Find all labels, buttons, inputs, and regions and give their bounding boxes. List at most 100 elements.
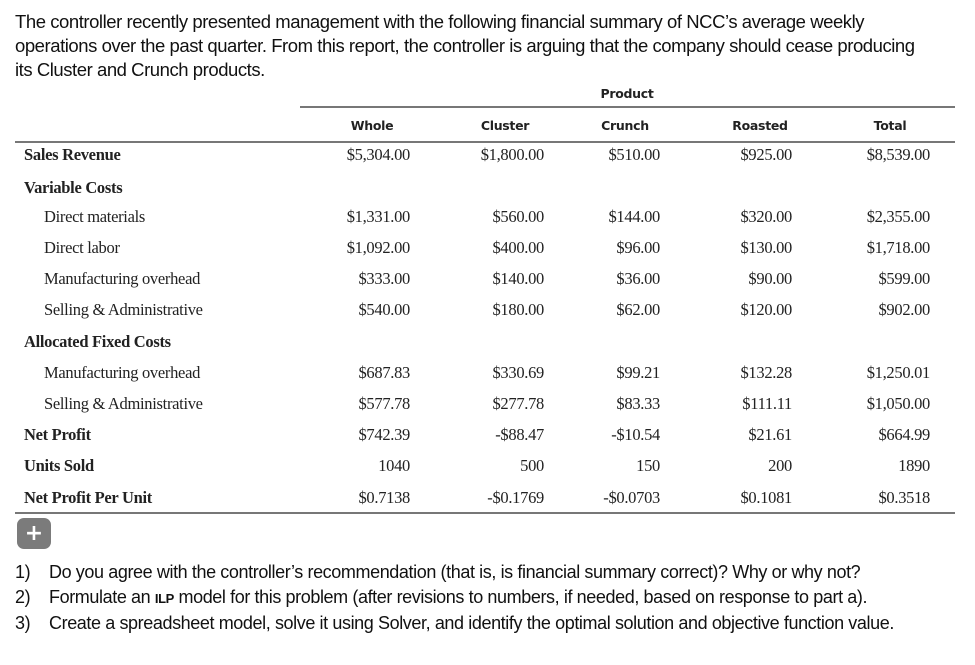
row-label: Selling & Administrative xyxy=(44,394,203,413)
intro-paragraph: The controller recently presented manage… xyxy=(15,10,915,82)
cell-roasted: $320.00 xyxy=(740,207,792,226)
cell-roasted: $0.1081 xyxy=(740,488,792,507)
cell-crunch: $510.00 xyxy=(608,145,660,164)
question-text-continued: model for this problem (after revisions … xyxy=(173,586,868,607)
table-row: Allocated Fixed Costs xyxy=(0,332,975,356)
table-row: Direct materials $1,331.00 $560.00 $144.00 $… xyxy=(0,207,975,231)
question-item: 1) Do you agree with the controller’s rec… xyxy=(15,560,894,585)
ilp-abbreviation: ILP xyxy=(154,590,174,606)
table-row: Net Profit Per Unit $0.7138 -$0.1769 -$0.07… xyxy=(0,488,975,512)
cell-whole: $577.78 xyxy=(358,394,410,413)
cell-whole: $5,304.00 xyxy=(346,145,411,164)
cell-total: $902.00 xyxy=(878,300,930,319)
cell-crunch: 150 xyxy=(636,456,660,475)
cell-whole: $742.39 xyxy=(358,425,410,444)
row-label: Units Sold xyxy=(24,456,94,475)
cell-roasted: $120.00 xyxy=(740,300,792,319)
cell-total: $1,250.01 xyxy=(866,363,931,382)
table-row: Selling & Administrative $577.78 $277.78 $8… xyxy=(0,394,975,418)
row-label: Allocated Fixed Costs xyxy=(24,332,171,351)
cell-cluster: $1,800.00 xyxy=(480,145,545,164)
cell-crunch: $62.00 xyxy=(616,300,660,319)
cell-cluster: $330.69 xyxy=(492,363,544,382)
question-item: 3) Create a spreadsheet model, solve it u… xyxy=(15,611,894,636)
cell-cluster: -$0.1769 xyxy=(487,488,544,507)
cell-total: $599.00 xyxy=(878,269,930,288)
row-label: Manufacturing overhead xyxy=(44,363,201,382)
cell-roasted: $925.00 xyxy=(740,145,792,164)
row-label: Direct labor xyxy=(44,238,120,257)
row-label: Net Profit xyxy=(24,425,91,444)
cell-cluster: $140.00 xyxy=(492,269,544,288)
product-group-header: Product xyxy=(600,86,654,101)
intro-line: The controller recently presented manage… xyxy=(15,11,865,32)
column-header-cluster: Cluster xyxy=(480,118,530,133)
column-header-crunch: Crunch xyxy=(601,118,649,133)
cell-roasted: $111.11 xyxy=(742,394,792,413)
header-rule xyxy=(300,106,955,108)
question-text: Create a spreadsheet model, solve it usi… xyxy=(49,613,894,633)
question-number: 3) xyxy=(15,613,31,633)
table-row: Sales Revenue $5,304.00 $1,800.00 $510.00 $9… xyxy=(0,145,975,169)
cell-total: $1,050.00 xyxy=(866,394,931,413)
cell-whole: $1,331.00 xyxy=(346,207,411,226)
row-label: Selling & Administrative xyxy=(44,300,203,319)
cell-roasted: $130.00 xyxy=(740,238,792,257)
cell-roasted: 200 xyxy=(768,456,792,475)
column-header-rule xyxy=(15,141,955,143)
cell-whole: $540.00 xyxy=(358,300,410,319)
cell-whole: 1040 xyxy=(378,456,410,475)
question-item: 2) Formulate an ILP model for this proble… xyxy=(15,585,894,612)
row-label: Sales Revenue xyxy=(24,145,121,164)
cell-whole: $333.00 xyxy=(358,269,410,288)
table-row: Manufacturing overhead $687.83 $330.69 $99.… xyxy=(0,363,975,387)
cell-cluster: $180.00 xyxy=(492,300,544,319)
cell-cluster: 500 xyxy=(520,456,544,475)
table-row: Selling & Administrative $540.00 $180.00 $6… xyxy=(0,300,975,324)
row-label: Net Profit Per Unit xyxy=(24,488,152,507)
cell-whole: $0.7138 xyxy=(358,488,410,507)
row-label: Variable Costs xyxy=(24,178,123,197)
row-label: Manufacturing overhead xyxy=(44,269,201,288)
cell-crunch: $99.21 xyxy=(616,363,660,382)
cell-crunch: $96.00 xyxy=(616,238,660,257)
cell-total: $1,718.00 xyxy=(866,238,931,257)
cell-crunch: -$0.0703 xyxy=(603,488,660,507)
question-text: Formulate an xyxy=(49,586,155,607)
cell-cluster: $400.00 xyxy=(492,238,544,257)
table-row: Variable Costs xyxy=(0,178,975,202)
cell-total: $0.3518 xyxy=(878,488,930,507)
question-number: 1) xyxy=(15,562,31,582)
table-row: Units Sold 1040 500 150 200 1890 xyxy=(0,456,975,480)
table-row: Manufacturing overhead $333.00 $140.00 $36.… xyxy=(0,269,975,293)
cell-cluster: -$88.47 xyxy=(495,425,544,444)
column-header-whole: Whole xyxy=(350,118,394,133)
row-label: Direct materials xyxy=(44,207,146,226)
cell-whole: $1,092.00 xyxy=(346,238,411,257)
cell-crunch: $36.00 xyxy=(616,269,660,288)
cell-crunch: -$10.54 xyxy=(611,425,660,444)
question-number: 2) xyxy=(15,586,31,607)
cell-cluster: $560.00 xyxy=(492,207,544,226)
cell-crunch: $144.00 xyxy=(608,207,660,226)
table-row: Direct labor $1,092.00 $400.00 $96.00 $130.0… xyxy=(0,238,975,262)
cell-crunch: $83.33 xyxy=(616,394,660,413)
plus-icon: + xyxy=(24,521,44,546)
cell-roasted: $132.28 xyxy=(740,363,792,382)
cell-total: 1890 xyxy=(898,456,930,475)
column-header-roasted: Roasted xyxy=(732,118,788,133)
column-header-total: Total xyxy=(873,118,907,133)
intro-line: its Cluster and Crunch products. xyxy=(15,59,265,80)
question-text: Do you agree with the controller’s recom… xyxy=(49,562,861,582)
expand-button[interactable]: + xyxy=(17,518,51,549)
table-row: Net Profit $742.39 -$88.47 -$10.54 $21.61 $66… xyxy=(0,425,975,449)
questions-list: 1) Do you agree with the controller’s rec… xyxy=(15,560,894,636)
cell-whole: $687.83 xyxy=(358,363,410,382)
cell-roasted: $90.00 xyxy=(748,269,792,288)
intro-line: operations over the past quarter. From t… xyxy=(15,35,915,56)
cell-total: $664.99 xyxy=(878,425,930,444)
bottom-rule xyxy=(15,512,955,514)
cell-roasted: $21.61 xyxy=(748,425,792,444)
cell-total: $8,539.00 xyxy=(866,145,931,164)
cell-total: $2,355.00 xyxy=(866,207,931,226)
